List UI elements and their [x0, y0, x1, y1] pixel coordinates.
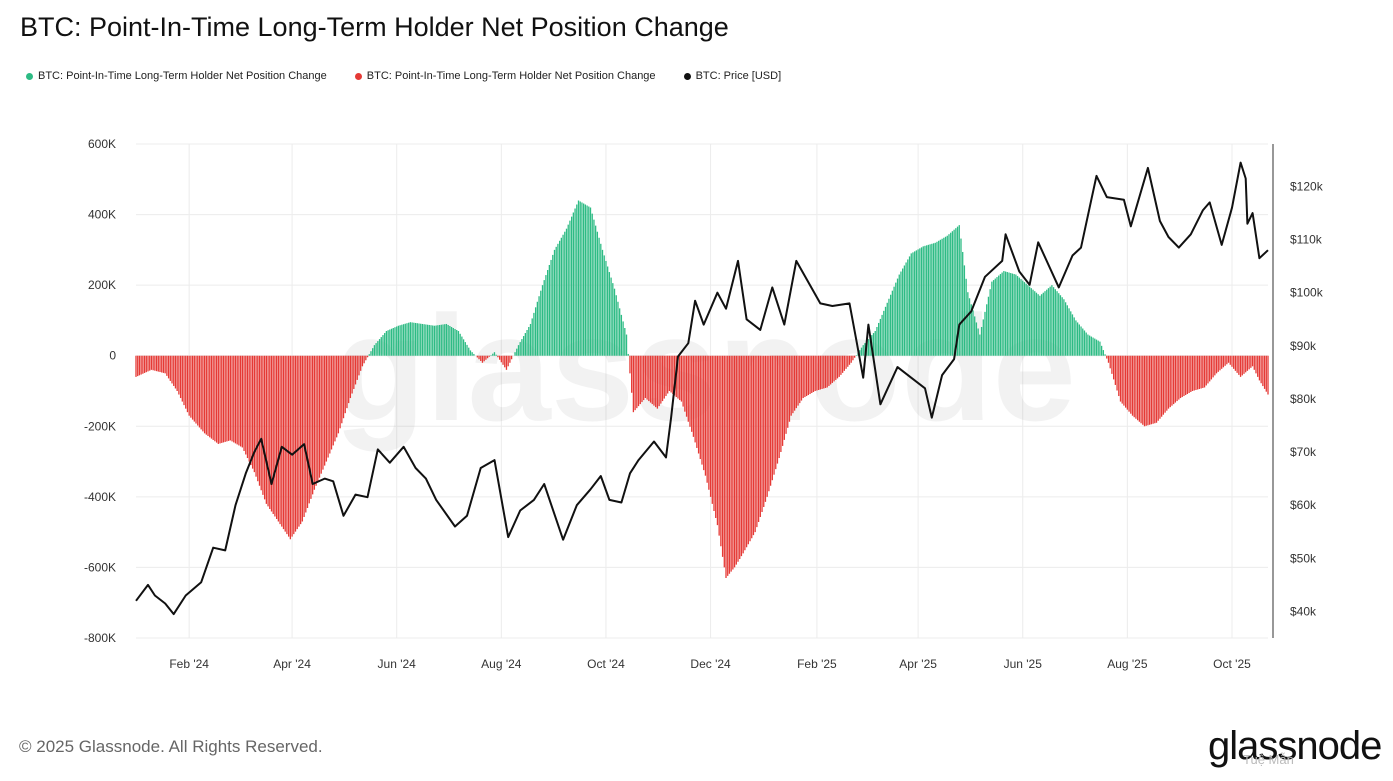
axes: 600K 400K 200K 0 -200K -400K -600K -800K $120k $1… — [84, 137, 1324, 671]
x-tick-label: Oct '24 — [587, 657, 625, 671]
y-right-tick-label: $110k — [1290, 233, 1323, 247]
y-right-tick-label: $40k — [1290, 604, 1317, 618]
legend-dot-positive — [26, 72, 33, 80]
legend-label-price: BTC: Price [USD] — [695, 70, 782, 82]
legend-dot-price — [683, 72, 691, 80]
legend-item-price[interactable]: BTC: Price [USD] — [683, 70, 782, 82]
chart-title: BTC: Point-In-Time Long-Term Holder Net … — [20, 12, 729, 42]
x-tick-label: Apr '25 — [899, 657, 937, 671]
corner-watermark: Tuệ Mẫn — [1243, 752, 1294, 767]
legend-label-positive: BTC: Point-In-Time Long-Term Holder Net … — [38, 70, 327, 82]
y-right-tick-label: $80k — [1290, 392, 1317, 406]
x-tick-label: Jun '24 — [378, 657, 417, 671]
legend: BTC: Point-In-Time Long-Term Holder Net … — [26, 70, 781, 82]
x-tick-label: Aug '24 — [481, 657, 522, 671]
x-tick-label: Aug '25 — [1107, 657, 1148, 671]
y-left-tick-label: 200K — [88, 278, 116, 292]
x-tick-label: Apr '24 — [273, 657, 311, 671]
x-tick-label: Jun '25 — [1004, 657, 1043, 671]
y-left-tick-label: -800K — [84, 631, 116, 645]
brand-logo: glassnode — [1208, 724, 1382, 768]
y-right-tick-label: $90k — [1290, 339, 1317, 353]
y-right-tick-label: $100k — [1290, 286, 1324, 300]
y-left-tick-label: -600K — [84, 560, 116, 574]
x-tick-label: Dec '24 — [690, 657, 731, 671]
y-right-tick-label: $50k — [1290, 551, 1317, 565]
legend-label-negative: BTC: Point-In-Time Long-Term Holder Net … — [366, 70, 656, 82]
legend-dot-negative — [354, 72, 362, 80]
x-tick-label: Oct '25 — [1213, 657, 1251, 671]
y-left-tick-label: -200K — [84, 419, 116, 433]
legend-item-positive[interactable]: BTC: Point-In-Time Long-Term Holder Net … — [26, 70, 327, 82]
y-left-tick-label: -400K — [84, 490, 116, 504]
y-right-tick-label: $70k — [1290, 445, 1317, 459]
x-tick-label: Feb '25 — [797, 657, 837, 671]
legend-item-negative[interactable]: BTC: Point-In-Time Long-Term Holder Net … — [354, 70, 656, 82]
y-right-tick-label: $120k — [1290, 179, 1324, 193]
y-right-tick-label: $60k — [1290, 498, 1317, 512]
x-tick-label: Feb '24 — [169, 657, 209, 671]
bar-series — [135, 200, 1269, 579]
price-line — [135, 161, 1269, 616]
price-series — [135, 161, 1269, 616]
y-left-tick-label: 600K — [88, 137, 116, 151]
copyright-footer: © 2025 Glassnode. All Rights Reserved. — [19, 737, 323, 756]
y-left-tick-label: 400K — [88, 208, 116, 222]
y-left-tick-label: 0 — [109, 349, 116, 363]
